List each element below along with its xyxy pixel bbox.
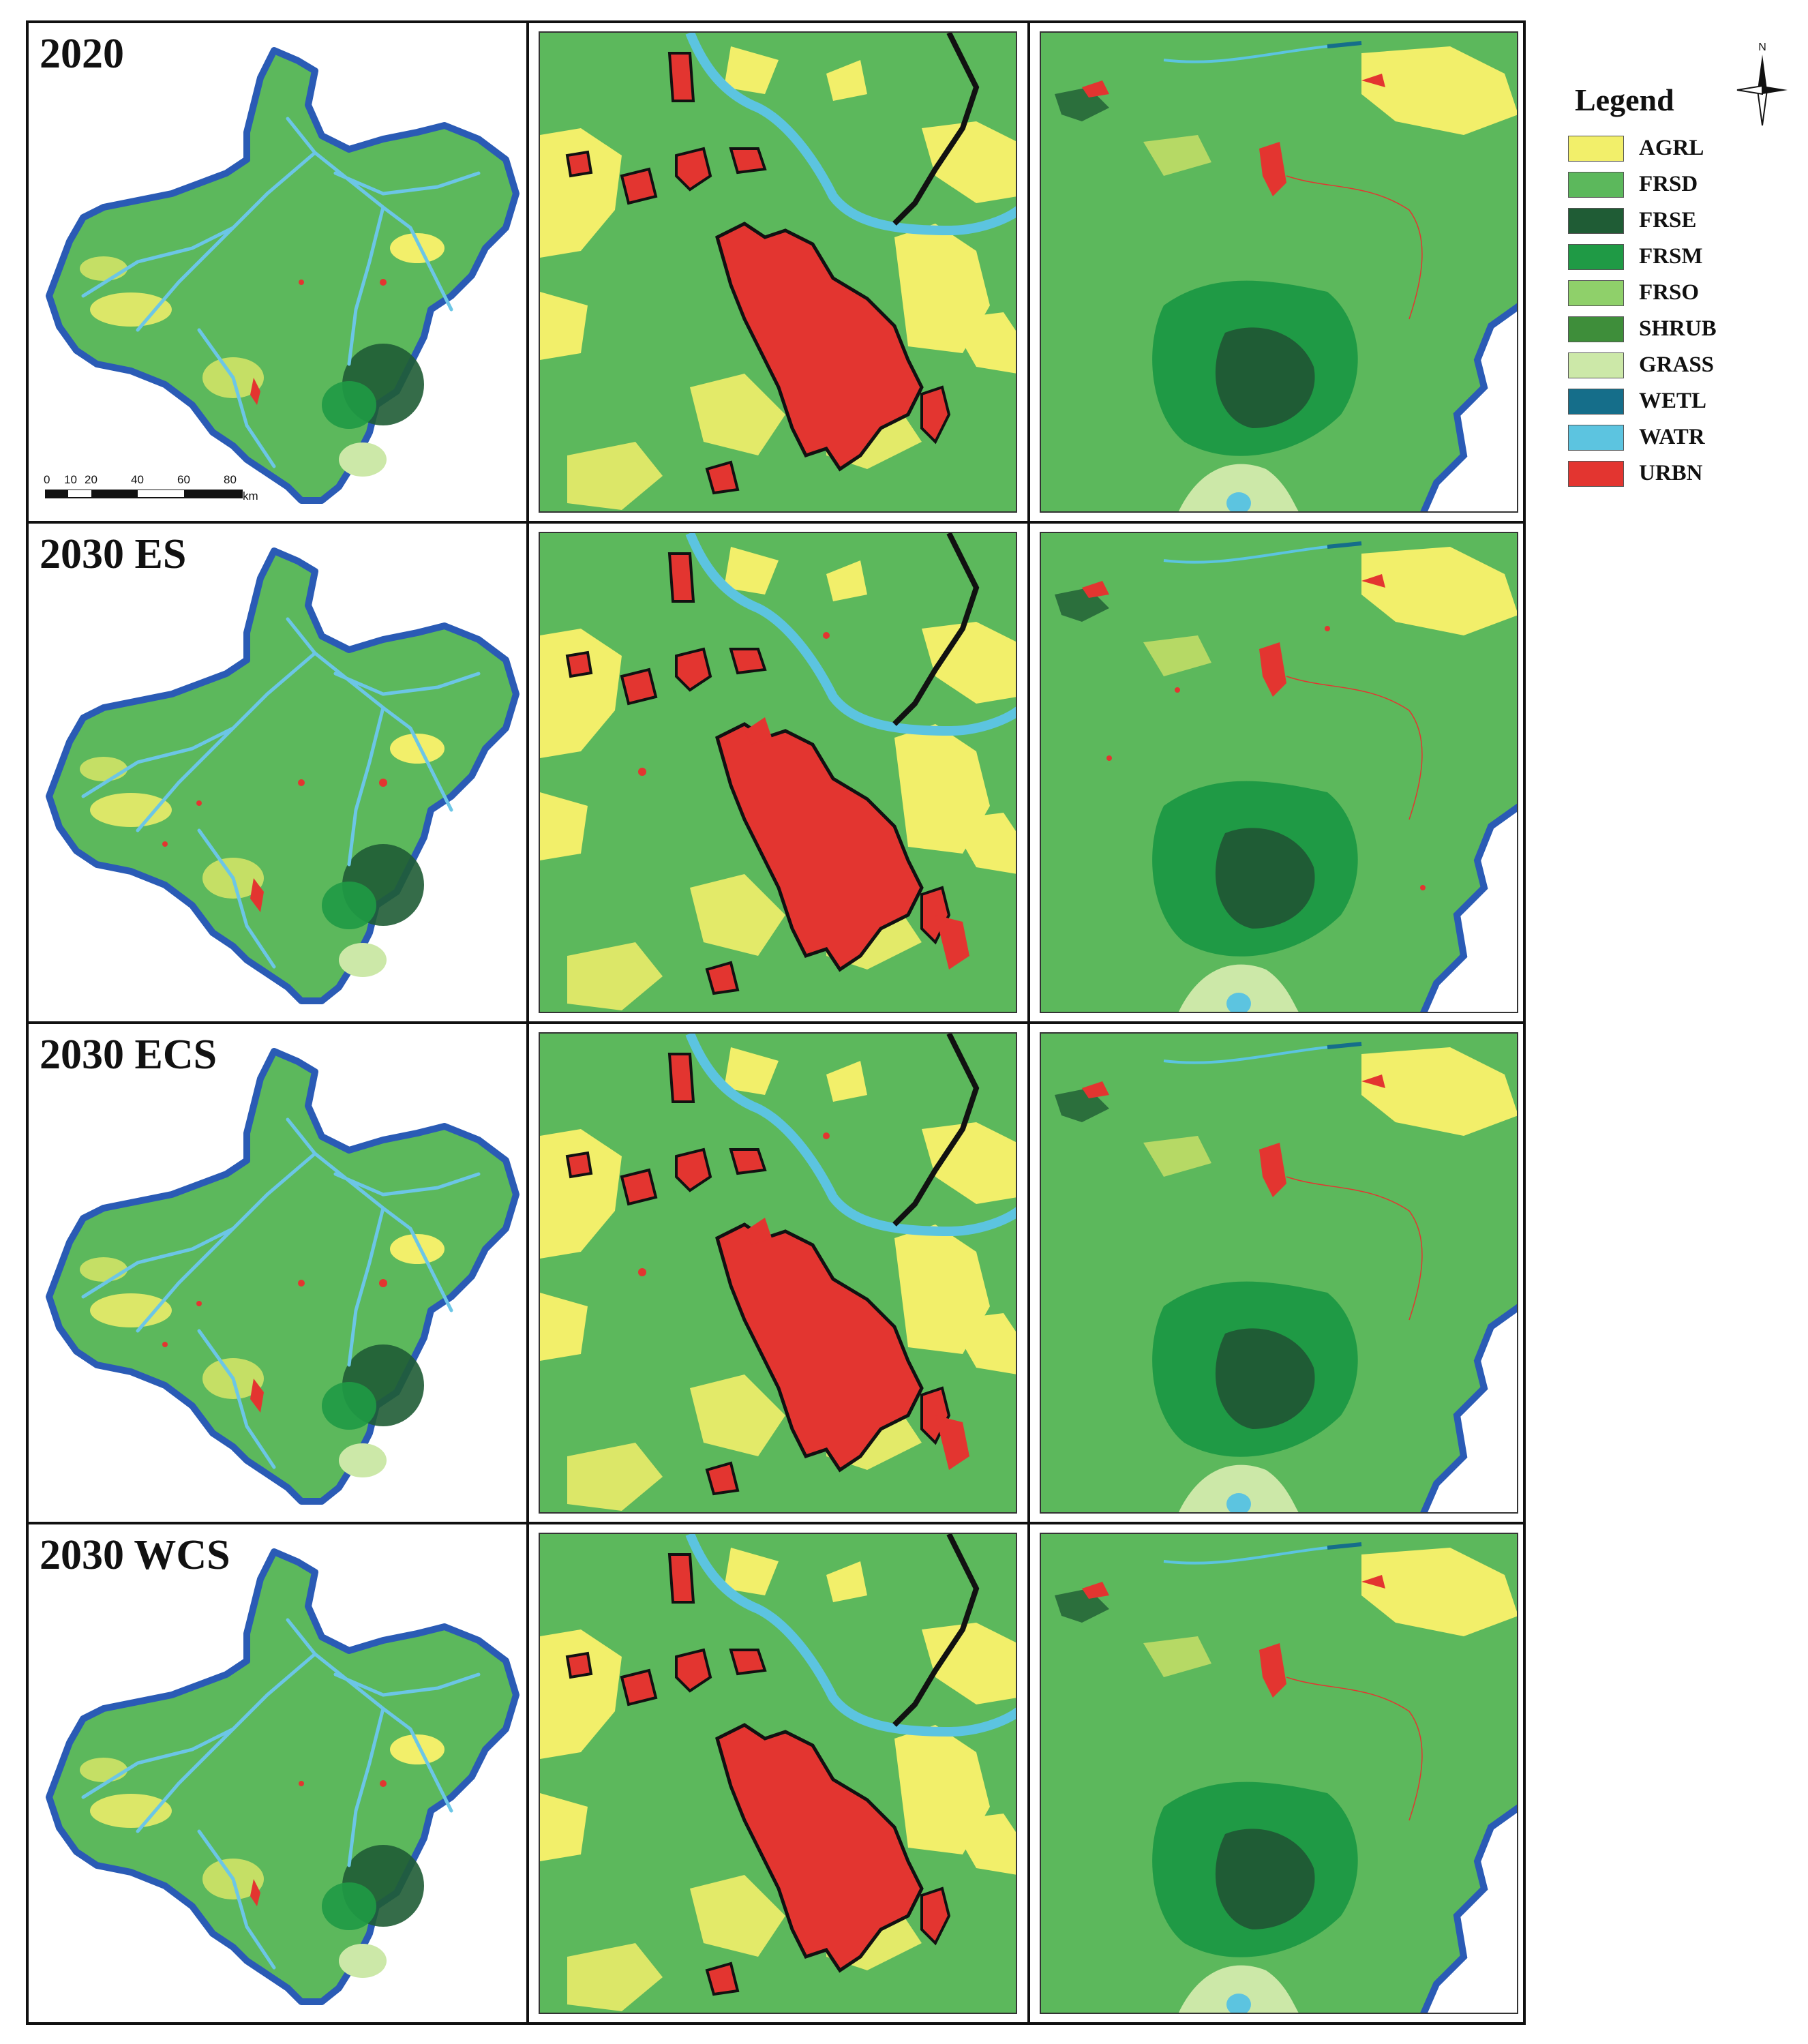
row-2020: 2020 0 10 20 40 60 80 km [26, 20, 1526, 524]
scale-tick-40: 40 [131, 473, 144, 486]
north-arrow-icon: N [1732, 41, 1793, 130]
regional-map [1041, 33, 1518, 513]
cell-urban-zoom [526, 524, 1027, 1021]
watershed-map [29, 524, 524, 1021]
legend-item-frsd: FRSD [1568, 166, 1773, 202]
north-label: N [1758, 42, 1766, 53]
legend-item-urbn: URBN [1568, 455, 1773, 492]
row-label: 2030 WCS [40, 1532, 230, 1578]
watershed-map [29, 1524, 524, 2022]
legend: Legend AGRL FRSD FRSE FRSM FRSO SHRUB GRASS WET… [1568, 82, 1773, 492]
cell-regional [1027, 524, 1526, 1021]
legend-swatch [1568, 424, 1624, 451]
legend-label: WATR [1639, 425, 1705, 449]
cell-regional [1027, 1024, 1526, 1522]
legend-swatch [1568, 243, 1624, 270]
regional-map [1041, 1534, 1518, 2014]
cell-watershed: 2030 ECS [29, 1024, 526, 1522]
legend-item-watr: WATR [1568, 419, 1773, 455]
legend-label: AGRL [1639, 136, 1704, 160]
row-label: 2030 ECS [40, 1032, 217, 1078]
legend-swatch [1568, 280, 1624, 306]
urban-zoom-map [540, 1534, 1017, 2014]
scale-tick-0: 0 [44, 473, 50, 486]
legend-swatch [1568, 460, 1624, 487]
row-label: 2030 ES [40, 531, 187, 577]
scale-tick-60: 60 [177, 473, 190, 486]
legend-label: FRSE [1639, 208, 1697, 232]
legend-swatch [1568, 207, 1624, 234]
regional-map [1041, 533, 1518, 1013]
cell-watershed: 2030 ES [29, 524, 526, 1021]
watershed-map [29, 23, 524, 521]
legend-item-agrl: AGRL [1568, 130, 1773, 166]
scale-tick-20: 20 [85, 473, 97, 486]
legend-title: Legend [1575, 82, 1674, 117]
urban-zoom-map [540, 533, 1017, 1013]
scale-tick-10: 10 [64, 473, 77, 486]
cell-urban-zoom [526, 23, 1027, 521]
legend-item-shrub: SHRUB [1568, 311, 1773, 347]
urban-zoom-map [540, 1034, 1017, 1514]
legend-label: URBN [1639, 461, 1703, 485]
cell-regional [1027, 23, 1526, 521]
legend-swatch [1568, 352, 1624, 378]
legend-label: GRASS [1639, 352, 1715, 377]
legend-item-wetl: WETL [1568, 383, 1773, 419]
legend-swatch [1568, 171, 1624, 198]
map-panel-grid: 2020 0 10 20 40 60 80 km [26, 20, 1526, 2032]
legend-item-frso: FRSO [1568, 275, 1773, 311]
cell-urban-zoom [526, 1024, 1027, 1522]
cell-watershed: 2030 WCS [29, 1524, 526, 2022]
row-2030-wcs: 2030 WCS [26, 1522, 1526, 2025]
urban-zoom-map [540, 33, 1017, 513]
legend-label: FRSO [1639, 280, 1700, 305]
legend-swatch [1568, 316, 1624, 342]
legend-item-frsm: FRSM [1568, 239, 1773, 275]
scale-unit: km [243, 490, 258, 502]
row-label: 2020 [40, 31, 124, 77]
legend-label: WETL [1639, 389, 1707, 413]
legend-swatch [1568, 388, 1624, 415]
watershed-map [29, 1024, 524, 1522]
regional-map [1041, 1034, 1518, 1514]
cell-urban-zoom [526, 1524, 1027, 2022]
legend-swatch [1568, 135, 1624, 162]
cell-regional [1027, 1524, 1526, 2022]
cell-watershed: 2020 0 10 20 40 60 80 km [29, 23, 526, 521]
legend-item-frse: FRSE [1568, 202, 1773, 239]
legend-label: FRSD [1639, 172, 1698, 196]
legend-label: FRSM [1639, 244, 1703, 269]
row-2030-es: 2030 ES [26, 521, 1526, 1024]
legend-label: SHRUB [1639, 316, 1717, 341]
scale-tick-80: 80 [224, 473, 237, 486]
row-2030-ecs: 2030 ECS [26, 1021, 1526, 1524]
legend-item-grass: GRASS [1568, 347, 1773, 383]
scale-bar: 0 10 20 40 60 80 km [44, 473, 269, 514]
